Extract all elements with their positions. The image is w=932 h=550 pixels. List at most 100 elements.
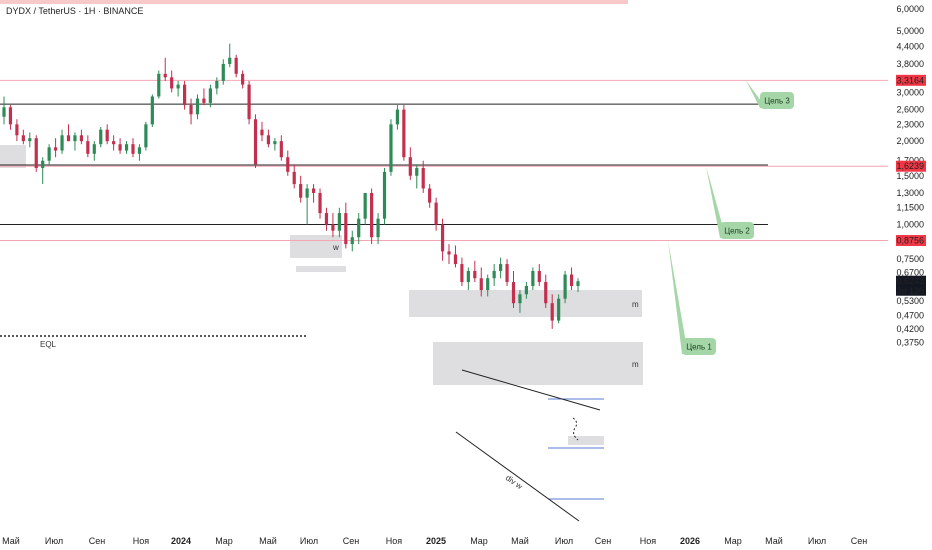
time-tick-label: Ноя xyxy=(133,536,150,546)
time-tick-label: 2025 xyxy=(426,536,446,546)
candle xyxy=(569,267,574,291)
candle xyxy=(182,80,187,110)
candle-body xyxy=(299,184,303,198)
candle-body xyxy=(215,80,219,89)
candle-body xyxy=(92,144,96,154)
time-tick-label: Май xyxy=(2,536,20,546)
price-tick-label: 1,1500 xyxy=(896,203,924,213)
time-tick-label: Май xyxy=(765,536,783,546)
candle-body xyxy=(124,144,129,151)
candle xyxy=(395,105,400,130)
candle xyxy=(299,175,303,203)
candle xyxy=(260,121,264,142)
price-tick-label: 0,6700 xyxy=(896,268,924,278)
time-tick-label: Июл xyxy=(555,536,573,546)
price-tick-label: 4,4000 xyxy=(896,41,924,51)
candle xyxy=(21,129,25,145)
candle-body xyxy=(28,138,32,142)
candle xyxy=(376,213,380,245)
candle xyxy=(550,294,554,329)
candle xyxy=(344,202,348,249)
candle xyxy=(2,96,6,125)
price-label-box xyxy=(896,235,926,247)
candle-body xyxy=(99,129,103,145)
candle xyxy=(357,213,361,245)
price-tick-label: 2,3000 xyxy=(896,119,924,129)
candle-body xyxy=(86,141,90,154)
candle xyxy=(473,260,477,283)
zone-box xyxy=(433,342,643,385)
price-tick-label: 1,5000 xyxy=(896,171,924,181)
candle xyxy=(144,121,148,151)
candle-body xyxy=(53,147,58,151)
time-tick-label: Сен xyxy=(89,536,106,546)
candle-body xyxy=(382,171,387,219)
candle xyxy=(402,105,406,161)
candle xyxy=(531,267,535,291)
candle xyxy=(112,135,116,151)
candle xyxy=(499,257,503,279)
candle xyxy=(460,257,464,287)
price-tick-label: 3,8000 xyxy=(896,59,924,69)
candle-body xyxy=(253,119,258,165)
candle-body xyxy=(137,147,142,154)
candle xyxy=(189,98,193,125)
price-tick-label: 0,3750 xyxy=(896,338,924,348)
candle-body xyxy=(195,98,200,115)
candle xyxy=(221,59,225,85)
candle-body xyxy=(266,135,271,145)
candle-body xyxy=(479,278,483,291)
target-tag-box xyxy=(682,338,716,355)
time-tick-label: Мар xyxy=(724,536,742,546)
price-tick-label: 6,0000 xyxy=(896,4,924,14)
price-label-box xyxy=(896,275,926,296)
candle-body xyxy=(453,254,458,265)
candle-body xyxy=(447,251,451,255)
price-label-text: 1,6239 xyxy=(896,161,924,171)
candle xyxy=(370,188,374,245)
projection-path xyxy=(572,417,579,441)
zone-box xyxy=(568,436,604,445)
candle-body xyxy=(434,202,438,225)
candle xyxy=(157,70,161,99)
candle-body xyxy=(118,144,122,151)
candle-body xyxy=(524,286,529,295)
candle xyxy=(241,70,245,89)
candle xyxy=(557,294,561,324)
target-tag: Цель 1 xyxy=(668,240,716,355)
candle-body xyxy=(286,157,290,172)
candle-body xyxy=(518,294,522,304)
candle xyxy=(428,184,432,208)
candle-body xyxy=(176,84,180,89)
candle xyxy=(163,57,167,81)
candle xyxy=(415,164,419,189)
candle xyxy=(350,230,354,252)
time-tick-label: 2026 xyxy=(680,536,700,546)
candle xyxy=(492,264,496,287)
candle-body xyxy=(550,303,554,321)
candle xyxy=(28,132,32,148)
candle xyxy=(195,94,200,120)
candle-body xyxy=(415,168,419,176)
candle xyxy=(505,259,509,287)
candle xyxy=(131,138,135,158)
candle xyxy=(318,188,322,219)
candles xyxy=(2,43,580,329)
candle-body xyxy=(260,129,264,136)
candle-body xyxy=(370,192,374,238)
candle-body xyxy=(273,141,277,145)
candle xyxy=(479,267,483,297)
candle xyxy=(292,164,296,189)
price-label-box xyxy=(896,160,926,172)
candle-body xyxy=(73,135,77,142)
candle xyxy=(266,129,271,148)
price-tick-label: 2,0000 xyxy=(896,136,924,146)
price-tick-label: 1,0000 xyxy=(896,220,924,230)
candle xyxy=(337,207,341,238)
chart-title: DYDX / TetherUS · 1H · BINANCE xyxy=(6,6,143,16)
candle-body xyxy=(363,192,367,219)
price-tick-label: 2,6000 xyxy=(896,105,924,115)
price-tick-label: 0,4700 xyxy=(896,310,924,320)
candle-body xyxy=(376,218,380,238)
